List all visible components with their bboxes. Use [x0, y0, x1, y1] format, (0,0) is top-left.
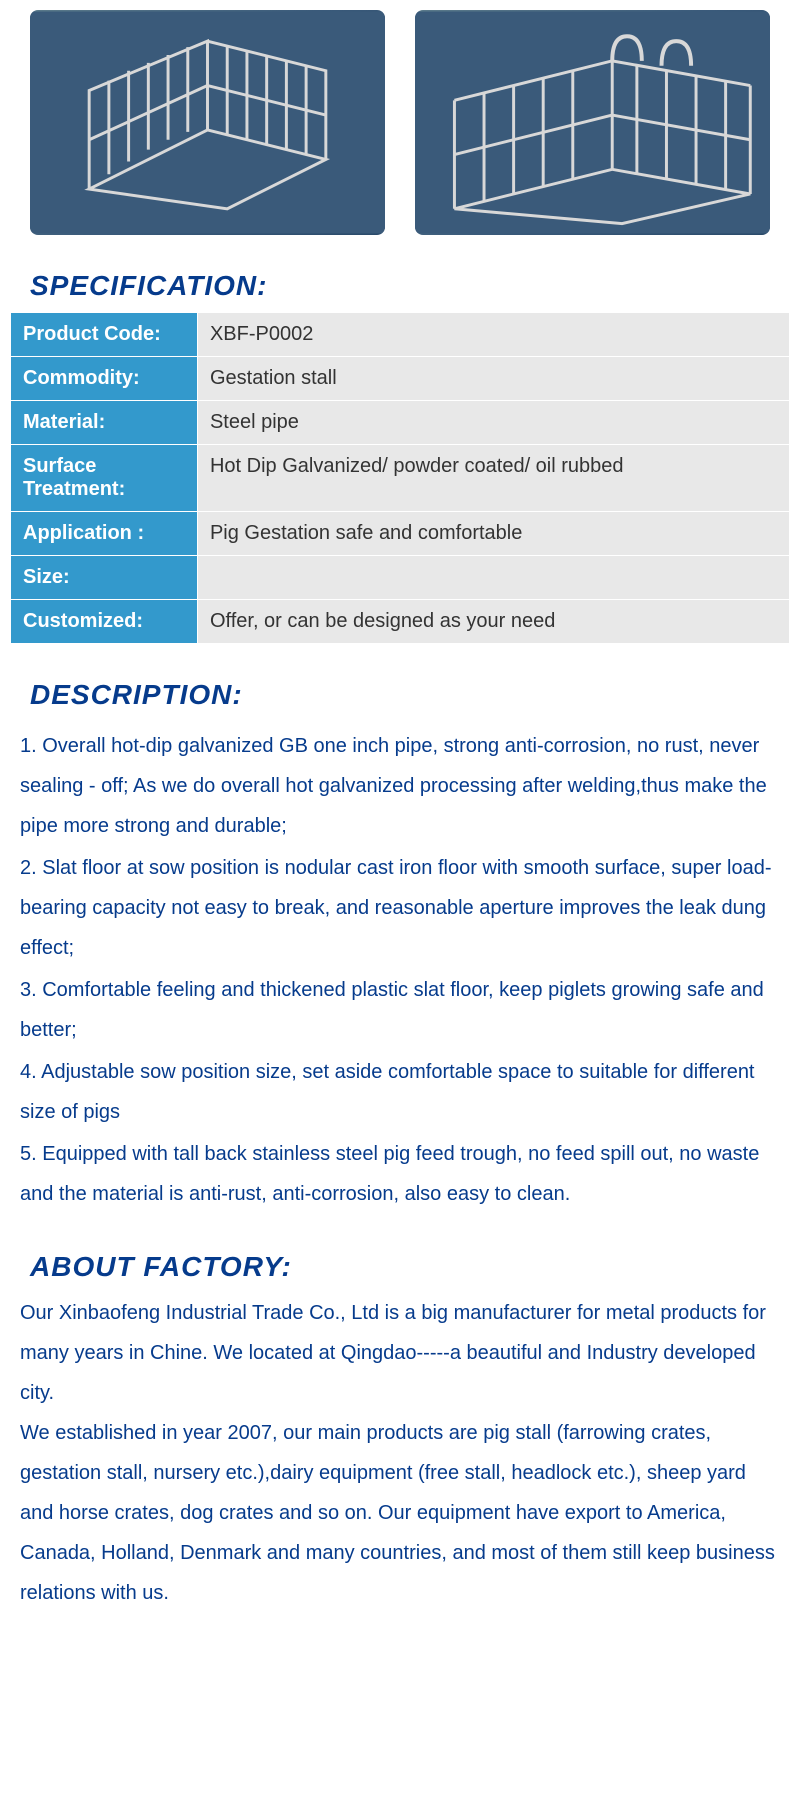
spec-label: Application :	[11, 512, 198, 556]
table-row: Product Code:XBF-P0002	[11, 313, 790, 357]
spec-label: Size:	[11, 556, 198, 600]
spec-label: Commodity:	[11, 357, 198, 401]
table-row: Size:	[11, 556, 790, 600]
description-item: 2. Slat floor at sow position is nodular…	[20, 848, 780, 968]
spec-label: Product Code:	[11, 313, 198, 357]
spec-label: Surface Treatment:	[11, 445, 198, 512]
spec-value: Offer, or can be designed as your need	[197, 600, 789, 644]
spec-value	[197, 556, 789, 600]
product-image-right	[415, 10, 770, 235]
spec-label: Material:	[11, 401, 198, 445]
table-row: Surface Treatment:Hot Dip Galvanized/ po…	[11, 445, 790, 512]
description-item: 3. Comfortable feeling and thickened pla…	[20, 970, 780, 1050]
description-heading: DESCRIPTION:	[0, 664, 800, 721]
description-item: 4. Adjustable sow position size, set asi…	[20, 1052, 780, 1132]
product-image-row	[0, 0, 800, 255]
about-factory-text: Our Xinbaofeng Industrial Trade Co., Ltd…	[0, 1293, 800, 1643]
about-factory-heading: ABOUT FACTORY:	[0, 1236, 800, 1293]
description-item: 1. Overall hot-dip galvanized GB one inc…	[20, 726, 780, 846]
cage-illustration-icon	[415, 10, 770, 235]
factory-paragraph: Our Xinbaofeng Industrial Trade Co., Ltd…	[20, 1293, 780, 1413]
table-row: Commodity:Gestation stall	[11, 357, 790, 401]
table-row: Material:Steel pipe	[11, 401, 790, 445]
description-item: 5. Equipped with tall back stainless ste…	[20, 1134, 780, 1214]
factory-paragraph: We established in year 2007, our main pr…	[20, 1413, 780, 1613]
spec-value: Steel pipe	[197, 401, 789, 445]
spec-value: Pig Gestation safe and comfortable	[197, 512, 789, 556]
cage-illustration-icon	[30, 10, 385, 235]
table-row: Customized:Offer, or can be designed as …	[11, 600, 790, 644]
spec-value: Hot Dip Galvanized/ powder coated/ oil r…	[197, 445, 789, 512]
specification-heading: SPECIFICATION:	[0, 255, 800, 312]
description-text: 1. Overall hot-dip galvanized GB one inc…	[0, 721, 800, 1236]
product-image-left	[30, 10, 385, 235]
spec-value: XBF-P0002	[197, 313, 789, 357]
spec-value: Gestation stall	[197, 357, 789, 401]
table-row: Application :Pig Gestation safe and comf…	[11, 512, 790, 556]
spec-label: Customized:	[11, 600, 198, 644]
specification-table: Product Code:XBF-P0002Commodity:Gestatio…	[10, 312, 790, 644]
